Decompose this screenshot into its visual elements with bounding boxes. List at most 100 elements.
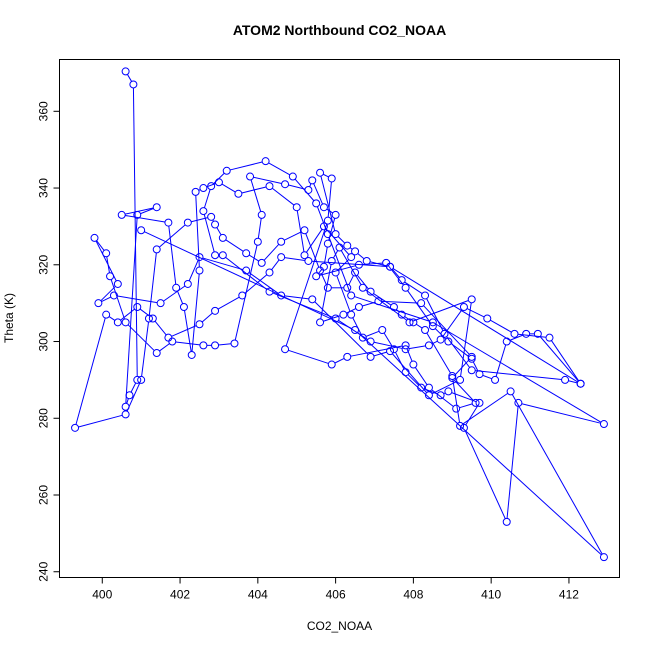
data-point <box>448 372 457 381</box>
x-tick-label: 408 <box>403 588 423 602</box>
y-tick-label: 360 <box>37 101 51 121</box>
data-point <box>265 182 274 191</box>
x-tick-label: 400 <box>92 588 112 602</box>
series-segment <box>408 345 426 350</box>
data-point <box>533 329 542 338</box>
data-point <box>261 157 270 166</box>
series-segment <box>414 367 428 385</box>
data-point <box>90 233 99 242</box>
data-point <box>599 553 608 562</box>
series-segment <box>326 208 333 214</box>
series-segment <box>171 325 197 337</box>
data-point <box>257 210 266 219</box>
data-point <box>304 185 313 194</box>
data-point <box>121 67 130 76</box>
data-point <box>218 233 227 242</box>
series-segment <box>333 250 339 259</box>
data-point <box>389 345 398 354</box>
data-point <box>265 268 274 277</box>
series-segment <box>195 195 200 268</box>
data-point <box>502 337 511 346</box>
data-point <box>300 251 309 260</box>
series-segment <box>191 273 200 352</box>
series-segment <box>177 290 184 304</box>
data-point <box>331 230 340 239</box>
data-point <box>351 268 360 277</box>
data-point <box>401 341 410 350</box>
series-segment <box>108 316 116 321</box>
series-segment <box>334 357 345 364</box>
data-point <box>230 339 239 348</box>
series-segment <box>395 352 405 370</box>
series-segment <box>404 281 423 294</box>
series-segment <box>106 256 110 273</box>
x-tick-label: 406 <box>326 588 346 602</box>
series-segment <box>324 247 328 264</box>
series-segment <box>285 223 328 347</box>
series-segment <box>321 273 327 285</box>
series-segment <box>322 173 329 178</box>
data-point <box>195 266 204 275</box>
series-segment <box>404 316 411 321</box>
data-point <box>121 402 130 411</box>
data-point <box>117 210 126 219</box>
y-tick-label: 260 <box>37 485 51 505</box>
data-point <box>327 174 336 183</box>
data-point <box>354 260 363 269</box>
series-segment <box>154 320 167 336</box>
series-segment <box>125 218 138 404</box>
data-point <box>421 326 430 335</box>
data-point <box>351 247 360 256</box>
data-point <box>444 337 453 346</box>
data-point <box>351 326 360 335</box>
series-segment <box>110 279 125 320</box>
data-point <box>195 320 204 329</box>
series-segment <box>311 260 387 267</box>
series-segment <box>450 343 470 358</box>
data-point <box>137 226 146 235</box>
data-point <box>179 302 188 311</box>
series-segment <box>387 265 404 286</box>
data-point <box>475 370 484 379</box>
y-axis-label: Theta (K) <box>2 293 16 343</box>
data-point <box>144 314 153 323</box>
series-segment <box>163 285 186 302</box>
series-segment <box>319 265 356 276</box>
series-segment <box>490 319 512 333</box>
data-point <box>257 258 266 267</box>
data-point <box>417 299 426 308</box>
data-point <box>129 80 138 89</box>
data-point <box>467 354 476 363</box>
series-segment <box>551 340 580 382</box>
y-tick-label: 300 <box>37 331 51 351</box>
data-point <box>265 287 274 296</box>
series-segment <box>188 260 199 281</box>
data-point <box>304 256 313 265</box>
data-point <box>319 262 328 271</box>
data-point <box>125 391 134 400</box>
series-segment <box>391 269 400 278</box>
data-point <box>409 318 418 327</box>
data-point <box>312 199 321 208</box>
series-segment <box>509 334 524 341</box>
series-segment <box>365 330 380 337</box>
series-segment <box>248 272 279 294</box>
series-segment <box>271 259 280 270</box>
series-segment <box>337 236 346 244</box>
series-segment <box>313 183 324 205</box>
series-segment <box>314 301 369 355</box>
series-segment <box>132 87 138 377</box>
series-segment <box>336 275 351 312</box>
series-segment <box>454 380 474 401</box>
data-point <box>199 207 208 216</box>
data-point <box>316 318 325 327</box>
data-point <box>316 266 325 275</box>
series-segment <box>201 312 213 323</box>
series-segment <box>284 231 302 241</box>
chart-title: ATOM2 Northbound CO2_NOAA <box>233 22 446 38</box>
data-point <box>281 345 290 354</box>
y-axis: 240 260 280 300 320 340 360 <box>37 101 60 582</box>
data-point <box>467 295 476 304</box>
data-point <box>467 366 476 375</box>
series-segment <box>472 361 479 372</box>
